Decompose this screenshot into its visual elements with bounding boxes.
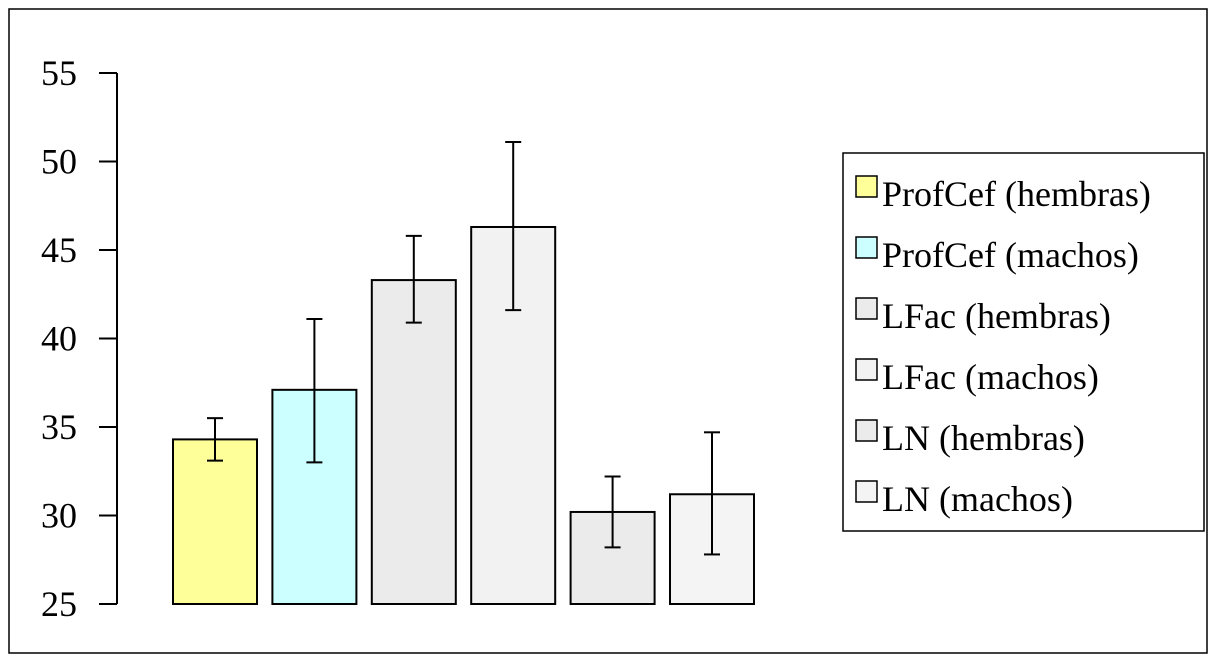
y-tick-label: 25 — [41, 584, 77, 624]
y-tick-label: 45 — [41, 230, 77, 270]
error-bars — [207, 141, 720, 556]
legend-swatch — [855, 236, 878, 259]
legend-swatch — [855, 480, 878, 503]
y-tick-label: 50 — [41, 142, 77, 182]
y-axis: 25 30 35 40 45 50 55 — [41, 53, 118, 624]
legend-label: LFac (machos) — [882, 357, 1099, 397]
legend-box — [842, 152, 1205, 532]
legend: ProfCef (hembras) ProfCef (machos) LFac (h… — [842, 152, 1205, 532]
legend-swatch — [855, 419, 878, 442]
legend-swatch — [855, 175, 878, 198]
legend-label: LN (hembras) — [882, 418, 1085, 458]
y-tick-label: 40 — [41, 319, 77, 359]
legend-label: LN (machos) — [882, 479, 1073, 519]
bar — [172, 438, 258, 606]
y-tick-label: 35 — [41, 407, 77, 447]
y-tick-label: 55 — [41, 53, 77, 93]
legend-swatch — [855, 358, 878, 381]
legend-label: ProfCef (hembras) — [882, 174, 1151, 214]
legend-label: ProfCef (machos) — [882, 235, 1139, 275]
bar — [370, 279, 457, 605]
legend-label: LFac (hembras) — [882, 296, 1111, 336]
y-tick-label: 30 — [41, 496, 77, 536]
legend-swatch — [855, 297, 878, 320]
